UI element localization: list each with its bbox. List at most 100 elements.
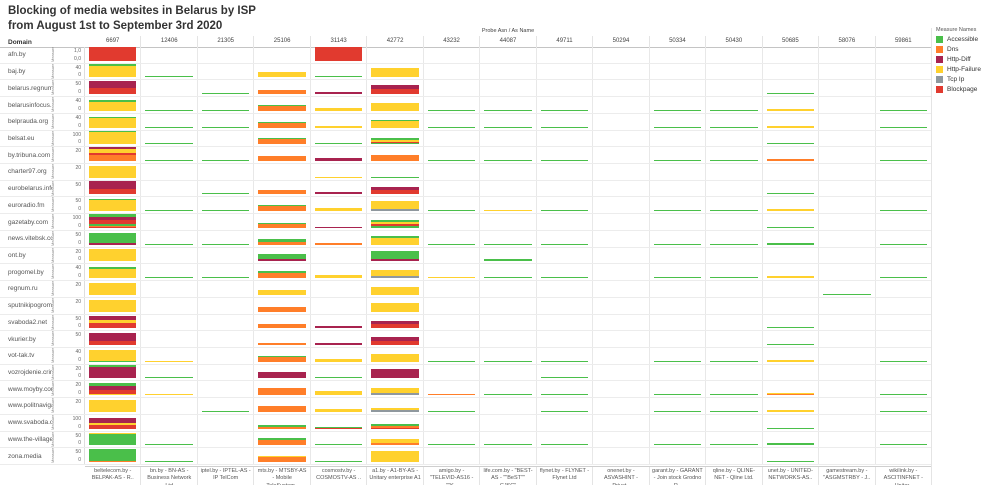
bar-segment-Http-Failure[interactable]	[371, 286, 419, 295]
bar-segment-Http-Failure[interactable]	[89, 132, 137, 145]
cell-belarus.regnum.ru-50334[interactable]	[648, 80, 705, 97]
cell-news.vitebsk.cc-58076[interactable]	[818, 230, 874, 247]
cell-belsat.eu-50430[interactable]	[705, 130, 761, 147]
cell-euroradio.fm-44087[interactable]	[479, 197, 535, 214]
cell-charter97.org-50685[interactable]	[761, 164, 818, 180]
cell-by.tribuna.com-31143[interactable]	[309, 147, 366, 164]
cell-baj.by-50685[interactable]	[761, 63, 818, 80]
bar-segment-Accessible[interactable]	[258, 138, 306, 140]
bar-segment-Http-Failure[interactable]	[258, 289, 306, 295]
cell-eurobelarus.info-50685[interactable]	[761, 180, 818, 197]
cell-vkurier.by-50430[interactable]	[705, 331, 761, 347]
cell-regnum.ru-50334[interactable]	[648, 281, 705, 297]
cell-vot-tak.tv-50334[interactable]	[648, 347, 705, 364]
bar-segment-Accessible[interactable]	[371, 219, 419, 222]
cell-eurobelarus.info-25106[interactable]	[253, 180, 309, 197]
cell-vot-tak.tv-50685[interactable]	[761, 347, 818, 364]
bar-segment-Accessible[interactable]	[258, 222, 306, 224]
bar-segment-Accessible[interactable]	[879, 410, 928, 412]
bar-segment-Blockpage[interactable]	[314, 47, 363, 61]
cell-www.politnavigator.net-42772[interactable]	[366, 398, 422, 414]
cell-www.the-village.me-50430[interactable]	[705, 431, 761, 448]
bar-segment-Accessible[interactable]	[653, 410, 702, 412]
cell-afn.by-50685[interactable]	[761, 47, 818, 63]
cell-vozrojdenie.crimea.ua-50430[interactable]	[705, 364, 761, 381]
cell-euroradio.fm-50294[interactable]	[592, 197, 648, 214]
cell-euroradio.fm-59861[interactable]	[874, 197, 931, 214]
bar-segment-Http-Diff[interactable]	[258, 259, 306, 262]
bar-segment-Accessible[interactable]	[766, 93, 815, 95]
bar-segment-Http-Diff[interactable]	[89, 386, 137, 391]
cell-news.vitebsk.cc-50334[interactable]	[648, 230, 705, 247]
cell-ont.by-58076[interactable]	[818, 247, 874, 264]
cell-eurobelarus.info-43232[interactable]	[422, 180, 479, 197]
cell-belarusinfocus.info-6697[interactable]	[85, 97, 140, 113]
cell-gazetaby.com-50685[interactable]	[761, 214, 818, 230]
bar-segment-Blockpage[interactable]	[89, 153, 137, 156]
cell-regnum.ru-59861[interactable]	[874, 281, 931, 297]
cell-vozrojdenie.crimea.ua-43232[interactable]	[422, 364, 479, 381]
cell-belarus.regnum.ru-42772[interactable]	[366, 80, 422, 97]
cell-baj.by-50334[interactable]	[648, 63, 705, 80]
cell-sputnikipogrom.com-43232[interactable]	[422, 297, 479, 314]
bar-segment-Http-Failure[interactable]	[371, 221, 419, 224]
bar-segment-Tcp Ip[interactable]	[371, 393, 419, 396]
bar-segment-Accessible[interactable]	[89, 116, 137, 118]
bar-segment-Accessible[interactable]	[258, 238, 306, 242]
cell-vkurier.by-59861[interactable]	[874, 331, 931, 347]
cell-belarus.regnum.ru-49711[interactable]	[535, 80, 592, 97]
bar-segment-Accessible[interactable]	[484, 126, 532, 128]
cell-www.svaboda.org-50685[interactable]	[761, 414, 818, 431]
bar-segment-Accessible[interactable]	[258, 271, 306, 274]
bar-segment-Accessible[interactable]	[258, 104, 306, 106]
cell-belarusinfocus.info-49711[interactable]	[535, 97, 592, 113]
cell-svaboda2.net-58076[interactable]	[818, 314, 874, 331]
bar-segment-Accessible[interactable]	[427, 160, 476, 162]
bar-segment-Http-Diff[interactable]	[89, 242, 137, 245]
bar-segment-Accessible[interactable]	[879, 109, 928, 111]
cell-vkurier.by-49711[interactable]	[535, 331, 592, 347]
cell-belarusinfocus.info-50430[interactable]	[705, 97, 761, 113]
bar-segment-Accessible[interactable]	[89, 360, 137, 362]
bar-segment-Dns[interactable]	[258, 190, 306, 195]
bar-segment-Http-Failure[interactable]	[371, 407, 419, 410]
cell-progomel.by-49711[interactable]	[535, 264, 592, 281]
bar-segment-Dns[interactable]	[258, 456, 306, 462]
cell-progomel.by-25106[interactable]	[253, 264, 309, 281]
bar-segment-Accessible[interactable]	[766, 443, 815, 446]
cell-www.the-village.me-58076[interactable]	[818, 431, 874, 448]
bar-segment-Accessible[interactable]	[484, 277, 532, 279]
cell-afn.by-58076[interactable]	[818, 47, 874, 63]
cell-svaboda2.net-12406[interactable]	[140, 314, 196, 331]
bar-segment-Accessible[interactable]	[89, 131, 137, 133]
cell-eurobelarus.info-21305[interactable]	[196, 180, 253, 197]
bar-segment-Accessible[interactable]	[540, 360, 589, 362]
bar-segment-Dns[interactable]	[371, 425, 419, 428]
bar-segment-Http-Failure[interactable]	[89, 320, 137, 324]
cell-www.politnavigator.net-50334[interactable]	[648, 398, 705, 414]
cell-belarusinfocus.info-43232[interactable]	[422, 97, 479, 113]
bar-segment-Accessible[interactable]	[371, 119, 419, 121]
cell-svaboda2.net-25106[interactable]	[253, 314, 309, 331]
cell-charter97.org-31143[interactable]	[309, 164, 366, 180]
cell-ont.by-25106[interactable]	[253, 247, 309, 264]
bar-segment-Accessible[interactable]	[89, 199, 137, 201]
bar-segment-Http-Failure[interactable]	[314, 358, 363, 362]
bar-segment-Accessible[interactable]	[540, 210, 589, 212]
bar-segment-Accessible[interactable]	[484, 394, 532, 396]
cell-belarusinfocus.info-50334[interactable]	[648, 97, 705, 113]
cell-euroradio.fm-49711[interactable]	[535, 197, 592, 214]
cell-vozrojdenie.crimea.ua-44087[interactable]	[479, 364, 535, 381]
bar-segment-Http-Failure[interactable]	[371, 388, 419, 394]
cell-euroradio.fm-43232[interactable]	[422, 197, 479, 214]
cell-ont.by-50334[interactable]	[648, 247, 705, 264]
cell-belsat.eu-50294[interactable]	[592, 130, 648, 147]
cell-svaboda2.net-42772[interactable]	[366, 314, 422, 331]
cell-by.tribuna.com-50294[interactable]	[592, 147, 648, 164]
bar-segment-Accessible[interactable]	[201, 243, 250, 245]
cell-gazetaby.com-44087[interactable]	[479, 214, 535, 230]
bar-segment-Accessible[interactable]	[540, 394, 589, 396]
cell-vozrojdenie.crimea.ua-12406[interactable]	[140, 364, 196, 381]
bar-segment-Http-Diff[interactable]	[89, 180, 137, 189]
cell-regnum.ru-50430[interactable]	[705, 281, 761, 297]
